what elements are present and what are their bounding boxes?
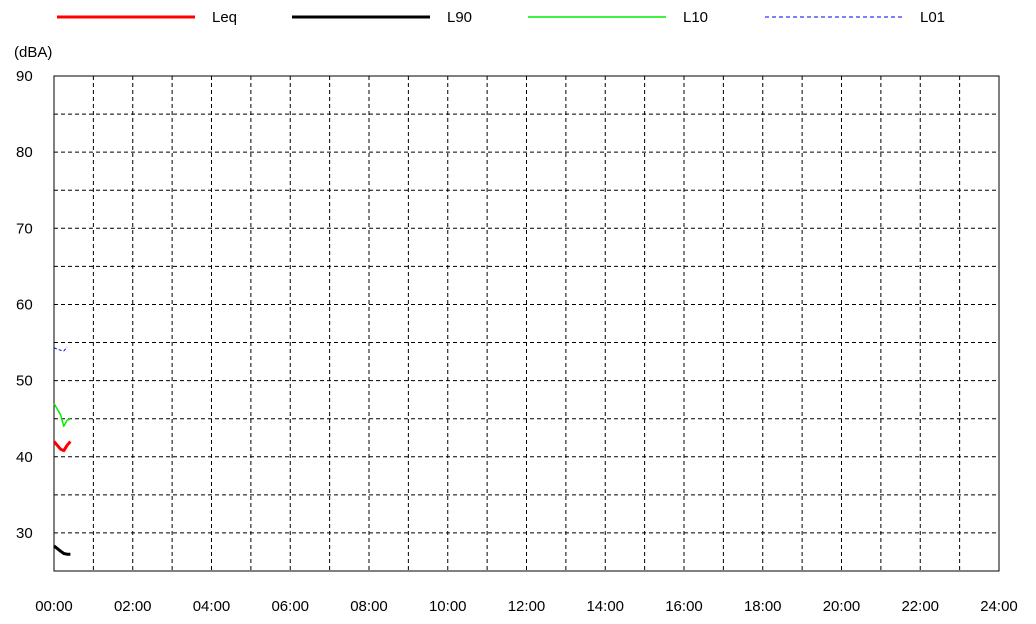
x-tick-label: 24:00: [980, 598, 1018, 615]
x-tick-label: 20:00: [823, 598, 861, 615]
x-tick-label: 02:00: [114, 598, 152, 615]
y-tick-label: 50: [16, 373, 33, 390]
plot-frame: [53, 75, 1000, 572]
y-tick-label: 30: [16, 525, 33, 542]
series-line-l90: [53, 544, 71, 556]
x-tick-label: 16:00: [665, 598, 703, 615]
y-axis: 30 40 50 60 70 80 90: [16, 68, 33, 542]
x-tick-label: 18:00: [744, 598, 782, 615]
series-line-leq: [52, 440, 72, 453]
legend: Leq L90 L10 L01: [57, 9, 945, 26]
grid: [54, 76, 999, 571]
y-tick-label: 60: [16, 296, 33, 313]
x-axis: 00:00 02:00 04:00 06:00 08:00 10:00 12:00 14:00…: [35, 598, 1018, 615]
y-axis-label: (dBA): [14, 44, 52, 61]
series-lines: [52, 346, 72, 556]
y-tick-label: 80: [16, 144, 33, 161]
y-tick-label: 90: [16, 68, 33, 85]
legend-label-leq: Leq: [212, 9, 237, 26]
x-tick-label: 22:00: [901, 598, 939, 615]
x-tick-label: 04:00: [193, 598, 231, 615]
y-tick-label: 70: [16, 220, 33, 237]
x-tick-label: 00:00: [35, 598, 73, 615]
series-line-l10: [53, 403, 71, 428]
series-line-l01: [53, 346, 68, 352]
x-tick-label: 14:00: [586, 598, 624, 615]
legend-label-l10: L10: [683, 9, 708, 26]
x-tick-label: 10:00: [429, 598, 467, 615]
legend-label-l90: L90: [447, 9, 472, 26]
x-tick-label: 06:00: [271, 598, 309, 615]
legend-label-l01: L01: [920, 9, 945, 26]
x-tick-label: 08:00: [350, 598, 388, 615]
x-tick-label: 12:00: [508, 598, 546, 615]
y-tick-label: 40: [16, 449, 33, 466]
